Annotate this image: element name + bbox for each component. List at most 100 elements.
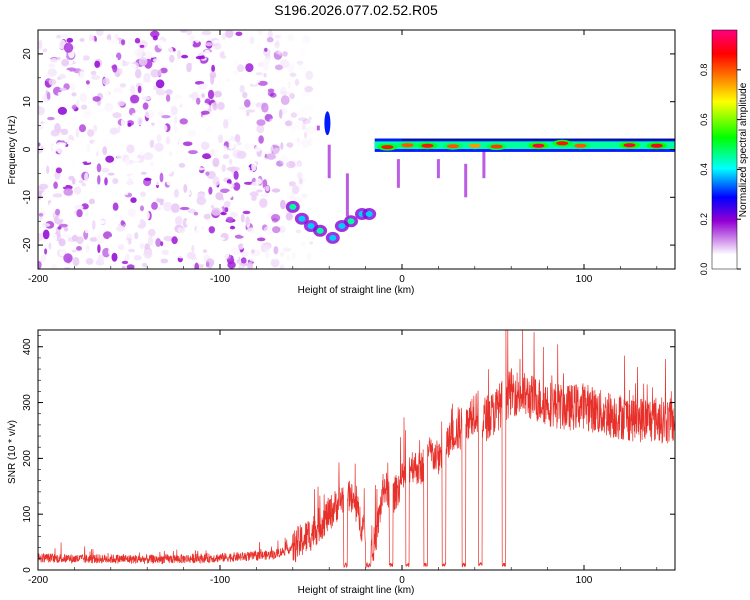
spectrogram-noise-cell [233, 182, 241, 191]
spectrogram-noise-cell [278, 109, 283, 119]
spectrogram-noise-cell [66, 76, 71, 80]
spectrogram-noise-cell [84, 172, 89, 182]
spectrogram-noise-cell [305, 70, 314, 81]
spectrogram-noise-cell [73, 186, 82, 195]
spectrogram-noise-cell [240, 257, 247, 264]
spectrogram-noise-cell [124, 189, 129, 196]
spectrogram-noise-cell [269, 92, 277, 98]
spectrogram-noise-cell [169, 151, 173, 157]
spectrogram-noise-cell [254, 227, 260, 234]
spectrogram-noise-cell [196, 97, 201, 105]
spectrogram-noise-cell [273, 101, 278, 106]
spectrogram-noise-cell [213, 40, 220, 44]
spectrogram-noise-cell [251, 75, 257, 86]
spectrogram-noise-cell [44, 248, 48, 255]
spectrogram-noise-cell [181, 54, 189, 59]
spectrogram-noise-cell [195, 167, 205, 171]
spectrogram-noise-cell [134, 37, 141, 44]
spectrogram-noise-cell [131, 112, 138, 118]
spectrogram-noise-cell [143, 152, 154, 161]
spectrogram-noise-cell [85, 258, 94, 265]
spectrogram-noise-cell [143, 248, 153, 259]
spectrogram-noise-cell [132, 30, 140, 39]
spectrogram-noise-cell [297, 136, 301, 147]
snr-x-ticks: -200 -100 0 100 [28, 330, 658, 586]
spectrogram-noise-cell [126, 264, 135, 269]
spectrogram-noise-cell [130, 94, 140, 104]
spectrogram-noise-cell [177, 255, 186, 259]
spectrogram-noise-cell [295, 138, 301, 142]
spectrogram-noise-cell [129, 85, 136, 95]
spectrogram-noise-cell [236, 141, 242, 146]
spectrogram-noise-cell [306, 53, 316, 63]
spectrogram-noise-cell [242, 210, 251, 215]
spectrogram-noise-cell [72, 256, 80, 267]
spectrogram-noise-cell [288, 182, 297, 188]
spectrogram-noise-cell [226, 166, 236, 172]
spectrogram-noise-cell [90, 209, 96, 219]
spectrogram-noise-cell [157, 40, 166, 49]
spectrogram-noise-cell [304, 85, 314, 93]
spectrogram-noise-cell [273, 176, 283, 185]
spectrogram-noise-cell [207, 89, 215, 100]
spectrogram-noise-cell [176, 97, 185, 106]
spectrogram-noise-cell [227, 116, 233, 122]
spectrogram-noise-cell [272, 147, 281, 156]
spectrogram-noise-cell [188, 104, 194, 114]
spectrogram-noise-cell [301, 136, 309, 145]
spectrogram-noise-cell [202, 153, 212, 160]
spectrogram-noise-cell [92, 220, 96, 231]
spectrogram-noise-cell [210, 30, 220, 37]
spectrogram-noise-cell [219, 199, 224, 206]
spectrogram-noise-cell [303, 38, 311, 43]
spectrogram-noise-cell [197, 244, 205, 250]
spectrogram-noise-cell [249, 83, 259, 87]
colorbar-tick-label: 0.8 [699, 64, 709, 77]
spectrogram-noise-cell [63, 42, 74, 53]
spectrogram-x-tick-label: -100 [210, 274, 230, 285]
spectrogram-noise-cell [144, 177, 152, 181]
spectrogram-noise-cell [152, 35, 158, 41]
spectrogram-noise-cell [294, 83, 300, 89]
colorbar-gradient [711, 29, 738, 270]
spectrogram-noise-cell [301, 242, 307, 248]
spectrogram-noise-cell [224, 207, 229, 213]
spectrogram-noise-cell [309, 130, 316, 137]
spectrogram-carrier-peak-core [381, 145, 394, 150]
spectrogram-noise-cell [279, 86, 287, 97]
spectrogram-noise-cell [243, 187, 250, 196]
spectrogram-streak [327, 144, 331, 179]
spectrogram-noise-cell [173, 115, 178, 124]
spectrogram-noise-cell [121, 139, 127, 147]
spectrogram-noise-cell [296, 171, 303, 179]
spectrogram-noise-cell [300, 149, 309, 157]
spectrogram-noise-cell [83, 109, 93, 117]
spectrogram-noise-cell [41, 191, 49, 198]
spectrogram-noise-cell [266, 173, 270, 177]
spectrogram-noise-cell [310, 42, 319, 48]
spectrogram-noise-cell [81, 104, 88, 110]
spectrogram-noise-cell [116, 152, 123, 161]
spectrogram-noise-cell [291, 252, 296, 260]
spectrogram-noise-cell [119, 77, 127, 82]
spectrogram-noise-cell [97, 149, 102, 157]
snr-y-label: SNR (10 * v/v) [7, 420, 18, 484]
spectrogram-noise-cell [218, 124, 224, 131]
spectrogram-noise-cell [57, 56, 61, 61]
spectrogram-noise-cell [171, 236, 178, 245]
spectrogram-carrier-peak-core [490, 144, 503, 149]
spectrogram-noise-cell [251, 249, 255, 254]
spectrogram-noise-cell [221, 164, 226, 173]
spectrogram-noise-cell [184, 170, 190, 181]
spectrogram-noise-cell [52, 109, 58, 120]
spectrogram-noise-cell [246, 111, 250, 117]
spectrogram-noise-cell [217, 101, 225, 111]
snr-y-tick-label: 100 [22, 505, 33, 522]
spectrogram-noise-cell [307, 137, 313, 146]
spectrogram-noise-cell [304, 172, 314, 177]
spectrogram-noise-cell [63, 253, 73, 264]
spectrogram-noise-cell [47, 68, 57, 77]
spectrogram-noise-cell [61, 58, 69, 67]
spectrogram-noise-cell [225, 30, 234, 39]
spectrogram-noise-cell [294, 78, 299, 83]
